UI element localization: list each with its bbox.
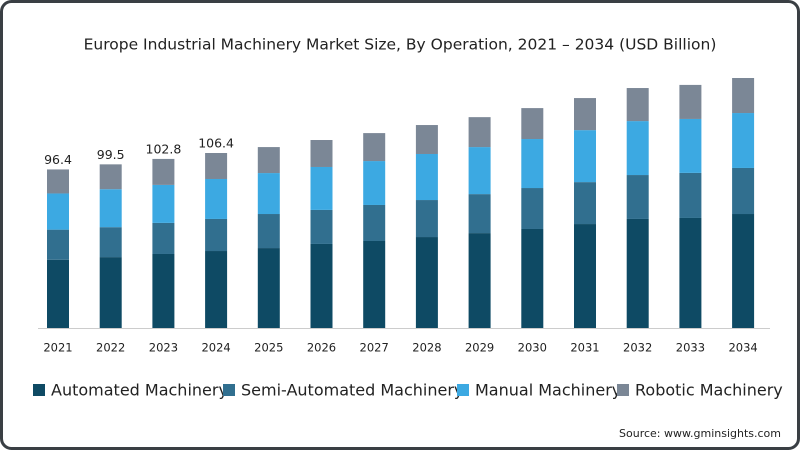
bar-segment	[626, 175, 649, 219]
bar-segment	[574, 224, 596, 328]
bar-segment	[574, 182, 596, 225]
x-tick-label: 2023	[149, 341, 178, 355]
bar-segment	[310, 243, 333, 328]
x-tick-label: 2027	[360, 341, 389, 355]
bar-segment	[310, 209, 333, 244]
bar-segment	[415, 153, 438, 201]
bar-segment	[468, 194, 491, 234]
total-label: 96.4	[44, 152, 72, 167]
bar-segment	[99, 189, 122, 228]
bar-segment	[626, 121, 649, 176]
bar-segment	[363, 161, 386, 205]
bar-segment	[415, 237, 438, 328]
bar-segment	[679, 172, 702, 218]
legend-swatch	[223, 384, 235, 396]
legend-label: Manual Machinery	[475, 381, 621, 400]
bar-segment	[257, 147, 280, 174]
bar-segment	[574, 98, 596, 131]
bar-segment	[521, 108, 544, 140]
bar-segment	[205, 153, 228, 179]
bar-segment	[363, 240, 386, 328]
bar-segment	[415, 125, 438, 154]
bar-segment	[468, 233, 491, 328]
bar-segment	[152, 253, 175, 328]
x-tick-label: 2022	[96, 341, 125, 355]
total-label: 106.4	[198, 136, 234, 151]
x-tick-label: 2028	[412, 341, 441, 355]
bar-segment	[468, 147, 491, 195]
bar-segment	[310, 140, 333, 167]
x-tick-label: 2029	[465, 341, 494, 355]
bar-segment	[574, 130, 596, 183]
bar-segment	[732, 167, 755, 215]
chart-title: Europe Industrial Machinery Market Size,…	[84, 36, 717, 54]
bar-segment	[732, 78, 755, 114]
bar-segment	[99, 227, 122, 258]
bar-segment	[521, 188, 544, 229]
bar-segment	[152, 184, 175, 223]
bar-segment	[415, 200, 438, 238]
bar-segment	[152, 222, 175, 254]
bar-segment	[468, 117, 491, 148]
bar-segment	[47, 229, 69, 260]
bar-segment	[99, 164, 122, 190]
bar-segment	[626, 218, 649, 328]
bar-segment	[257, 248, 280, 328]
x-tick-label: 2031	[570, 341, 599, 355]
legend-label: Semi-Automated Machinery	[241, 381, 463, 400]
bar-segment	[626, 88, 649, 122]
bar-segment	[205, 251, 228, 328]
bar-segment	[679, 84, 702, 119]
bar-segment	[732, 113, 755, 168]
x-tick-label: 2025	[254, 341, 283, 355]
bar-segment	[99, 257, 122, 328]
total-label: 102.8	[146, 141, 182, 156]
x-tick-label: 2033	[676, 341, 705, 355]
bar-segment	[521, 139, 544, 189]
bar-segment	[521, 228, 544, 328]
legend-swatch	[617, 384, 629, 396]
bar-segment	[679, 217, 702, 328]
bar-segment	[732, 214, 755, 328]
bar-segment	[257, 214, 280, 249]
bar-segment	[205, 178, 228, 219]
bar-segment	[47, 259, 69, 328]
source: Source: www.gminsights.com	[619, 427, 781, 440]
x-tick-label: 2030	[518, 341, 547, 355]
bar-segment	[310, 166, 333, 210]
x-tick-label: 2032	[623, 341, 652, 355]
bar-segment	[679, 118, 702, 173]
bar-segment	[152, 158, 175, 185]
bar-segment	[205, 218, 228, 252]
bar-segment	[363, 133, 386, 162]
legend-label: Robotic Machinery	[635, 381, 783, 400]
x-tick-label: 2024	[201, 341, 230, 355]
bar-segment	[47, 169, 69, 194]
total-label: 99.5	[97, 147, 125, 162]
legend-label: Automated Machinery	[51, 381, 228, 400]
x-tick-label: 2034	[728, 341, 757, 355]
x-tick-label: 2021	[43, 341, 72, 355]
legend-swatch	[457, 384, 469, 396]
x-tick-label: 2026	[307, 341, 336, 355]
bar-segment	[363, 204, 386, 241]
legend-swatch	[33, 384, 45, 396]
bar-segment	[47, 193, 69, 230]
bar-segment	[257, 173, 280, 215]
